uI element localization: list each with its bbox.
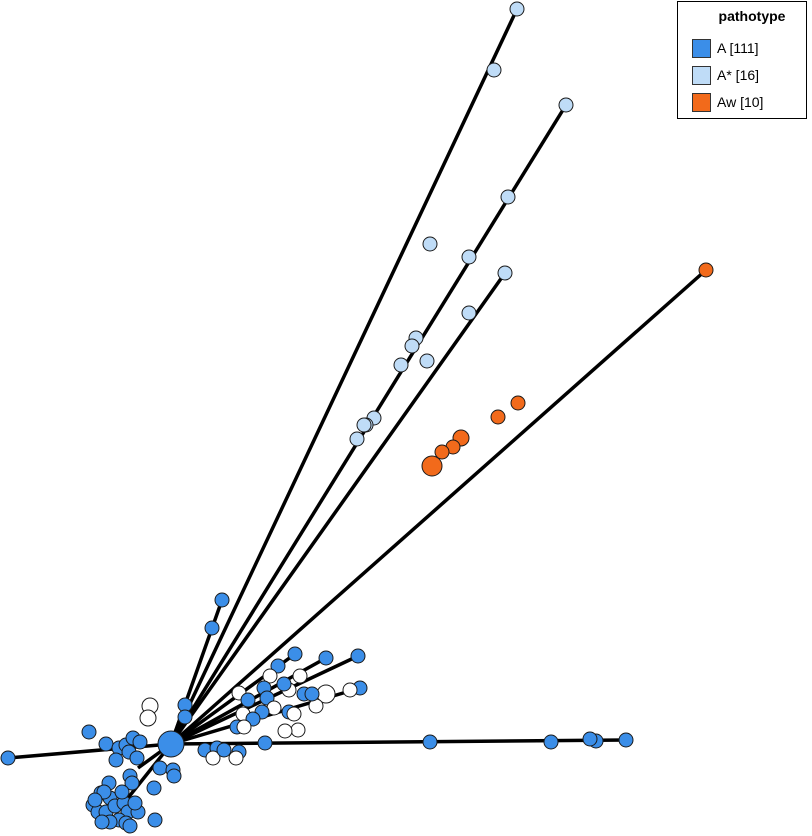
node-unassigned — [290, 722, 306, 738]
node-pathotype-a — [257, 735, 273, 751]
node-pathotype-a — [422, 734, 438, 750]
node-pathotype-a-star — [422, 236, 438, 252]
node-pathotype-a — [214, 592, 230, 608]
node-pathotype-a — [287, 646, 303, 662]
node-pathotype-a — [582, 731, 598, 747]
node-pathotype-a-star — [500, 189, 516, 205]
legend-item-a: A [111] — [692, 38, 759, 58]
node-pathotype-a — [157, 730, 185, 758]
node-pathotype-a-star — [461, 249, 477, 265]
node-pathotype-a — [98, 736, 114, 752]
node-pathotype-a — [276, 676, 292, 692]
node-unassigned — [236, 719, 252, 735]
legend-title: pathotype — [718, 8, 786, 24]
tree-edge — [169, 8, 519, 745]
node-pathotype-a-star — [461, 305, 477, 321]
tree-edge — [7, 742, 172, 760]
node-pathotype-a — [204, 620, 220, 636]
legend-swatch-a-star — [692, 65, 711, 85]
node-pathotype-a — [81, 724, 97, 740]
legend-swatch-a — [692, 38, 711, 58]
legend-item-a-star: A* [16] — [692, 65, 759, 85]
node-pathotype-a-star — [486, 62, 502, 78]
node-unassigned — [277, 723, 293, 739]
nodes-layer — [0, 1, 714, 834]
node-unassigned — [262, 668, 278, 684]
node-pathotype-a — [0, 750, 16, 766]
node-pathotype-a-star — [356, 417, 372, 433]
node-pathotype-aw — [698, 262, 714, 278]
node-pathotype-aw — [490, 409, 506, 425]
node-pathotype-a — [146, 780, 162, 796]
node-pathotype-a-star — [558, 97, 574, 113]
node-pathotype-a — [618, 732, 634, 748]
node-pathotype-a-star — [509, 1, 525, 17]
legend-label-a: A [111] — [717, 40, 759, 56]
node-unassigned — [342, 682, 358, 698]
node-pathotype-a — [94, 814, 110, 830]
node-pathotype-a-star — [404, 338, 420, 354]
node-unassigned — [228, 750, 244, 766]
node-pathotype-a — [129, 750, 145, 766]
node-pathotype-a — [127, 795, 143, 811]
node-pathotype-a — [152, 760, 168, 776]
node-pathotype-a — [108, 752, 124, 768]
node-pathotype-aw — [510, 395, 526, 411]
node-unassigned — [286, 706, 302, 722]
node-pathotype-a — [318, 650, 334, 666]
node-pathotype-a-star — [393, 357, 409, 373]
node-pathotype-a — [177, 709, 193, 725]
node-pathotype-a — [216, 742, 232, 758]
node-unassigned — [292, 668, 308, 684]
node-pathotype-a — [87, 792, 103, 808]
node-pathotype-aw — [434, 444, 450, 460]
node-pathotype-a-star — [349, 431, 365, 447]
node-pathotype-a-star — [419, 353, 435, 369]
node-pathotype-a — [124, 775, 140, 791]
legend: pathotype A [111] A* [16] Aw [10] — [677, 1, 807, 119]
node-pathotype-a — [543, 734, 559, 750]
legend-label-aw: Aw [10] — [717, 94, 764, 110]
node-pathotype-a — [270, 658, 286, 674]
node-pathotype-a — [166, 768, 182, 784]
node-pathotype-a — [304, 686, 320, 702]
tree-edge — [169, 271, 507, 746]
node-pathotype-a — [122, 818, 138, 834]
legend-swatch-aw — [692, 92, 711, 112]
node-pathotype-a — [147, 812, 163, 828]
legend-item-aw: Aw [10] — [692, 92, 763, 112]
node-unassigned — [139, 709, 157, 727]
legend-label-a-star: A* [16] — [717, 67, 760, 83]
node-pathotype-a — [132, 734, 148, 750]
node-pathotype-a-star — [497, 265, 513, 281]
node-pathotype-a — [240, 692, 256, 708]
node-pathotype-a — [114, 784, 130, 800]
node-pathotype-a — [350, 648, 366, 664]
tree-edge — [169, 268, 708, 746]
node-pathotype-aw — [421, 455, 443, 477]
node-unassigned — [205, 750, 221, 766]
